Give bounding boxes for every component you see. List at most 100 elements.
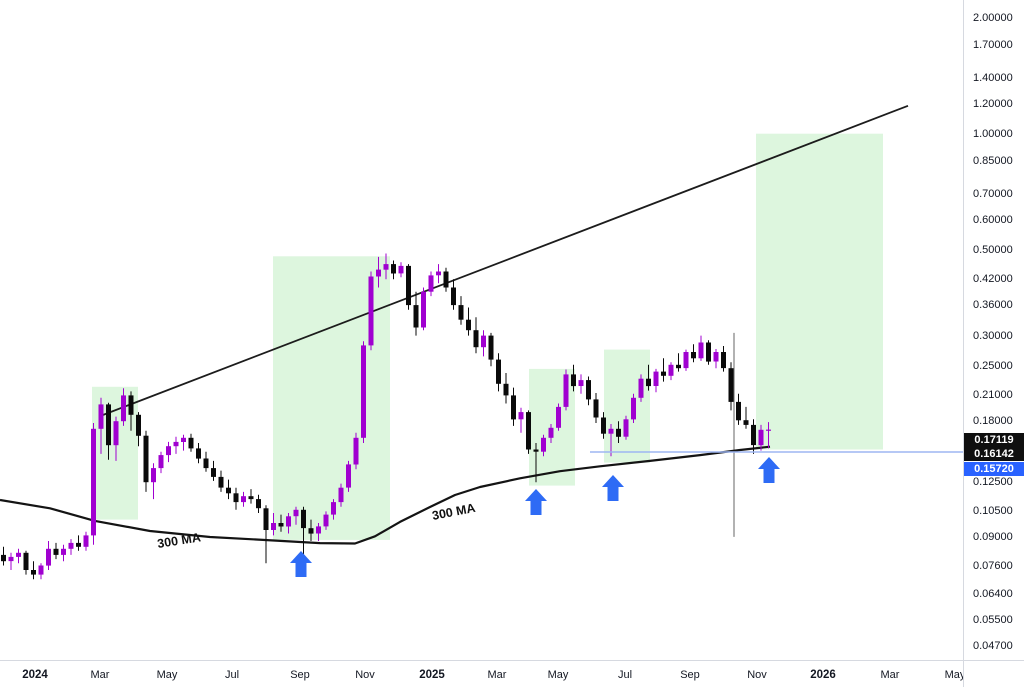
candle[interactable] xyxy=(556,406,561,428)
ascending-trendline-drawing[interactable] xyxy=(99,104,909,417)
blue-up-arrow-marker[interactable] xyxy=(758,457,780,483)
candle[interactable] xyxy=(308,528,314,534)
candle[interactable] xyxy=(256,499,261,509)
candle[interactable] xyxy=(196,448,201,459)
candle[interactable] xyxy=(421,291,426,328)
candle[interactable] xyxy=(241,496,246,503)
candle[interactable] xyxy=(758,429,764,446)
candle[interactable] xyxy=(61,548,66,555)
candle[interactable] xyxy=(301,509,306,529)
candle[interactable] xyxy=(676,364,681,369)
candle[interactable] xyxy=(173,441,179,447)
candle[interactable] xyxy=(158,455,164,469)
candle[interactable] xyxy=(106,404,111,446)
candle[interactable] xyxy=(766,429,771,431)
price-axis[interactable]: 2.00000 1.70000 1.40000 1.20000 1.00000 0.850… xyxy=(963,0,1024,660)
candle[interactable] xyxy=(488,335,494,360)
candle[interactable] xyxy=(68,542,74,549)
candle[interactable] xyxy=(353,437,359,465)
candle[interactable] xyxy=(526,412,531,450)
candle[interactable] xyxy=(203,458,209,469)
candle[interactable] xyxy=(16,552,21,557)
candle[interactable] xyxy=(548,427,554,438)
candle[interactable] xyxy=(736,401,741,421)
candle[interactable] xyxy=(8,556,14,562)
candle[interactable] xyxy=(713,352,719,362)
candle[interactable] xyxy=(128,395,134,415)
candle[interactable] xyxy=(181,437,186,442)
candle[interactable] xyxy=(83,535,89,547)
candle[interactable] xyxy=(346,464,351,488)
candle[interactable] xyxy=(721,352,726,369)
candle[interactable] xyxy=(496,359,501,384)
candle[interactable] xyxy=(211,468,216,477)
candle[interactable] xyxy=(76,542,81,547)
candle[interactable] xyxy=(286,516,291,527)
candle[interactable] xyxy=(541,437,546,452)
candle[interactable] xyxy=(503,383,509,396)
candle[interactable] xyxy=(601,417,606,434)
candle[interactable] xyxy=(31,570,36,575)
candle[interactable] xyxy=(121,395,126,422)
candle[interactable] xyxy=(46,548,51,566)
candle[interactable] xyxy=(608,428,614,434)
candle[interactable] xyxy=(248,496,254,500)
candle[interactable] xyxy=(638,378,644,398)
candle[interactable] xyxy=(653,371,659,386)
candle[interactable] xyxy=(376,269,381,277)
candle[interactable] xyxy=(571,374,576,387)
candle[interactable] xyxy=(53,548,59,555)
candle[interactable] xyxy=(383,264,389,270)
candle[interactable] xyxy=(661,371,666,376)
blue-up-arrow-marker[interactable] xyxy=(602,475,624,501)
candle[interactable] xyxy=(406,265,411,306)
candle[interactable] xyxy=(226,487,231,494)
candle[interactable] xyxy=(391,264,396,274)
candle[interactable] xyxy=(143,435,149,483)
candle[interactable] xyxy=(616,428,621,437)
candle[interactable] xyxy=(136,414,141,436)
green-projection-box[interactable] xyxy=(756,133,883,450)
candle[interactable] xyxy=(331,502,336,515)
candle[interactable] xyxy=(458,305,464,320)
candle[interactable] xyxy=(511,395,516,420)
candle[interactable] xyxy=(293,509,299,517)
candle[interactable] xyxy=(218,476,224,488)
candle[interactable] xyxy=(151,468,156,483)
candle[interactable] xyxy=(593,399,599,418)
candle[interactable] xyxy=(23,552,29,570)
candle[interactable] xyxy=(563,374,569,407)
candle[interactable] xyxy=(188,437,194,449)
candle[interactable] xyxy=(623,419,629,437)
candle[interactable] xyxy=(338,487,344,503)
candle[interactable] xyxy=(361,345,366,438)
candle[interactable] xyxy=(436,271,441,276)
candle[interactable] xyxy=(91,428,96,536)
candle[interactable] xyxy=(98,404,104,429)
candle[interactable] xyxy=(38,565,44,575)
candle[interactable] xyxy=(473,330,479,348)
candle[interactable] xyxy=(691,352,696,359)
candle[interactable] xyxy=(263,508,269,530)
candle[interactable] xyxy=(751,424,756,446)
candle[interactable] xyxy=(113,421,119,446)
candle[interactable] xyxy=(428,275,434,292)
candle[interactable] xyxy=(743,420,749,425)
blue-up-arrow-marker[interactable] xyxy=(290,551,312,577)
candle[interactable] xyxy=(728,368,734,402)
blue-up-arrow-marker[interactable] xyxy=(525,489,547,515)
candle[interactable] xyxy=(631,397,636,420)
candle[interactable] xyxy=(646,378,651,387)
candle[interactable] xyxy=(481,335,486,348)
time-axis[interactable]: 2024 Mar May Jul Sep Nov 2025 Mar May Jul Sep Nov 20… xyxy=(0,660,965,687)
candle[interactable] xyxy=(533,449,539,452)
candle[interactable] xyxy=(668,364,674,376)
candle[interactable] xyxy=(518,412,524,420)
green-projection-box[interactable] xyxy=(604,349,650,463)
candle[interactable] xyxy=(323,514,329,527)
candle[interactable] xyxy=(578,380,584,386)
candle[interactable] xyxy=(233,493,239,503)
candle[interactable] xyxy=(586,380,591,400)
candle[interactable] xyxy=(683,352,689,369)
